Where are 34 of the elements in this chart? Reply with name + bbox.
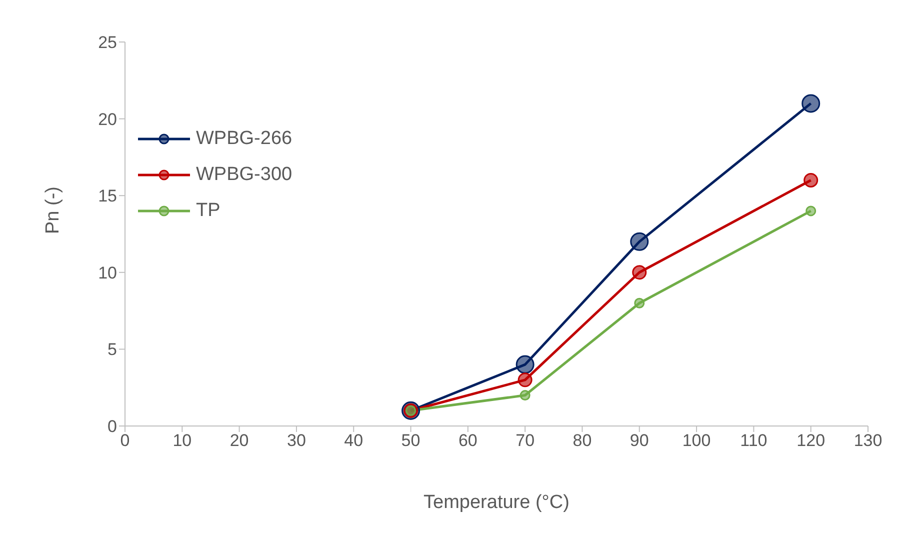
- point: [632, 265, 647, 280]
- y-axis-title: Pn (-): [42, 186, 64, 234]
- x-tick-label: 100: [682, 431, 711, 450]
- y-tick-label: 20: [98, 110, 117, 129]
- y-tick-label: 10: [98, 263, 117, 282]
- x-tick-label: 130: [854, 431, 882, 450]
- legend-label: TP: [196, 200, 220, 222]
- y-tick-label: 25: [98, 33, 117, 52]
- point: [516, 355, 534, 374]
- legend-label: WPBG-300: [196, 164, 292, 186]
- y-tick-label: 15: [98, 186, 117, 206]
- x-tick-label: 120: [796, 431, 826, 450]
- legend-label: WPBG-266: [196, 128, 292, 150]
- x-tick-label: 0: [120, 431, 130, 450]
- point: [630, 232, 649, 251]
- x-tick-label: 10: [172, 431, 192, 450]
- point: [518, 372, 532, 388]
- y-tick-label: 5: [108, 340, 117, 360]
- point: [806, 206, 816, 216]
- x-tick-label: 50: [401, 431, 420, 450]
- point: [804, 172, 818, 188]
- x-axis-title: Temperature (°C): [424, 492, 570, 513]
- x-tick-label: 20: [230, 431, 249, 450]
- x-tick-label: 30: [287, 431, 306, 450]
- x-tick-label: 80: [572, 431, 592, 450]
- x-tick-label: 60: [458, 431, 478, 450]
- point: [802, 94, 820, 113]
- x-tick-label: 70: [516, 431, 535, 450]
- x-tick-label: 90: [630, 431, 649, 450]
- x-tick-label: 40: [344, 431, 364, 450]
- point: [520, 390, 530, 401]
- y-tick-label: 0: [108, 417, 117, 436]
- x-tick-label: 110: [740, 431, 768, 450]
- point: [634, 298, 645, 308]
